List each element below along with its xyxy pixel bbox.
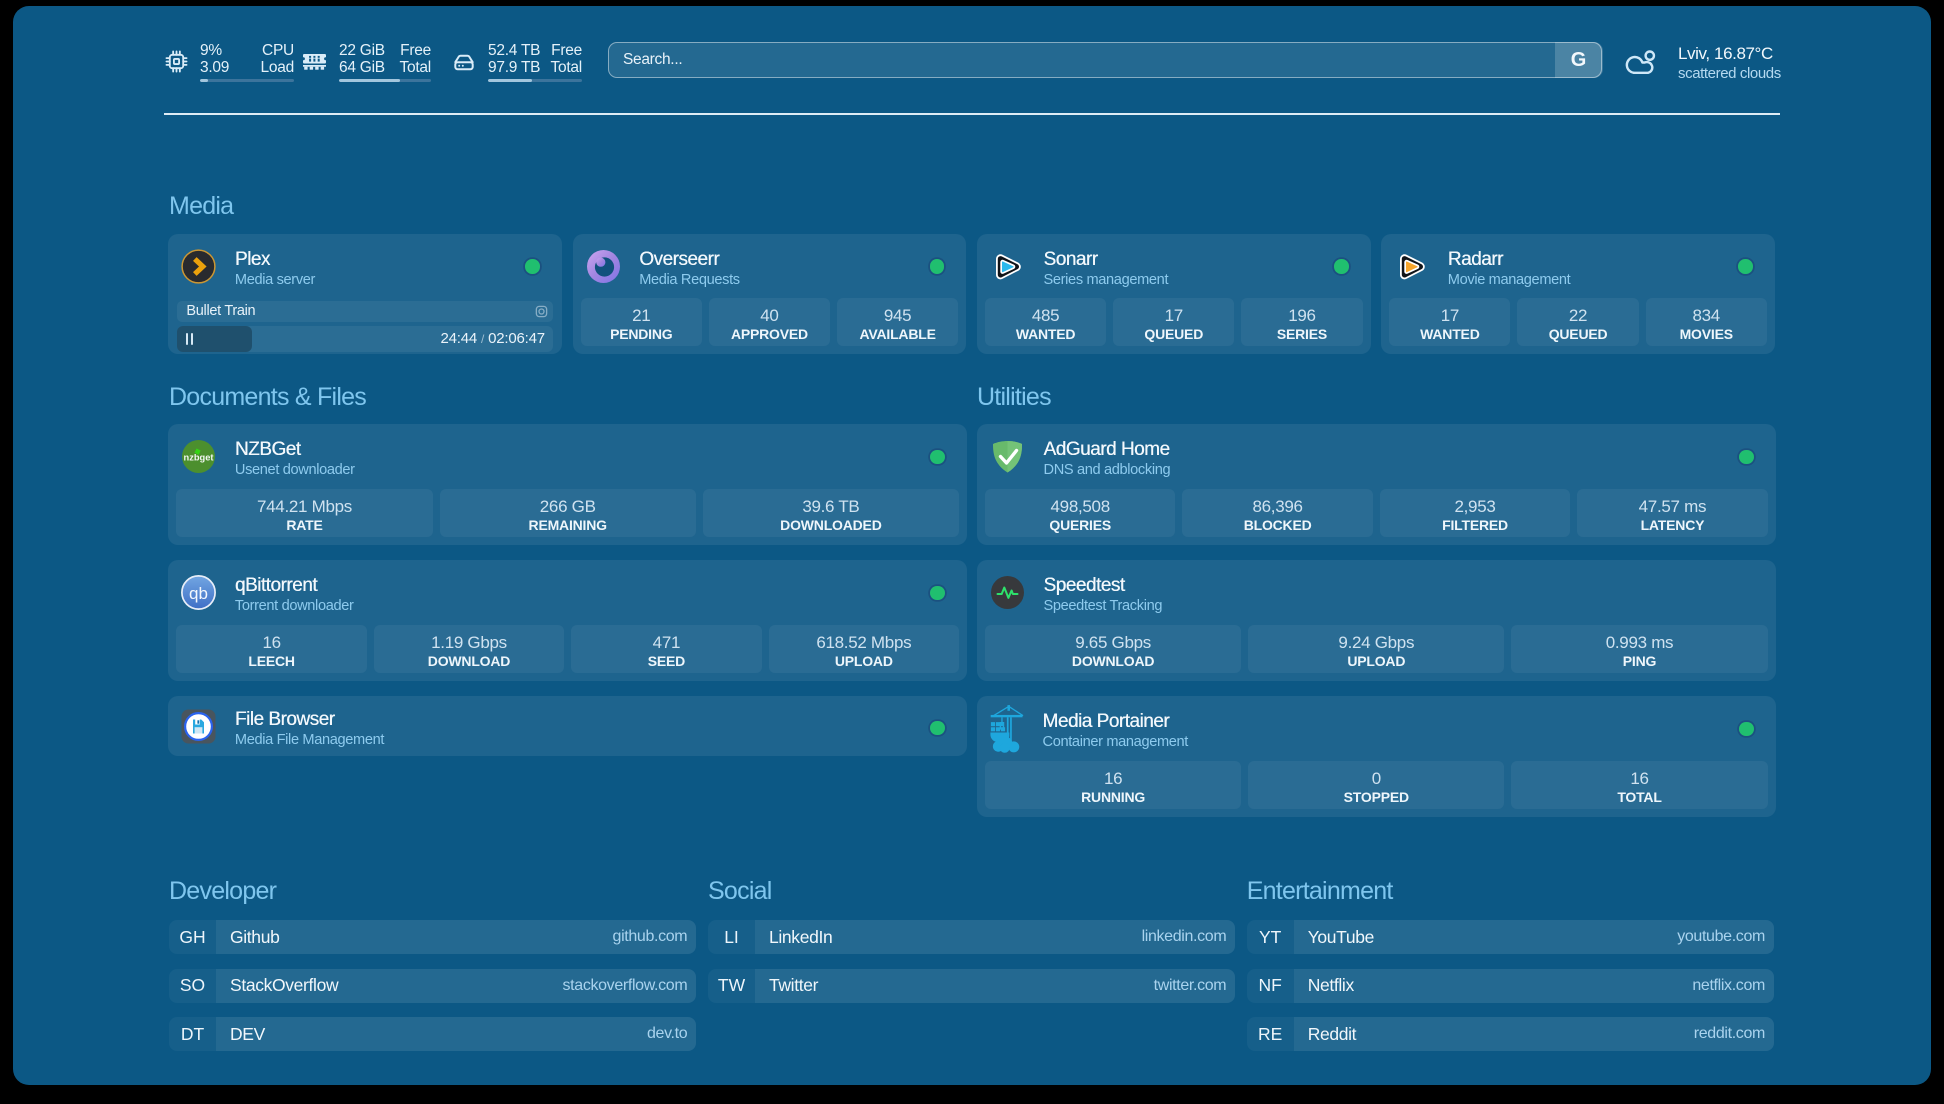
svg-text:nzbget: nzbget: [184, 453, 214, 463]
svg-text:qb: qb: [189, 584, 208, 603]
